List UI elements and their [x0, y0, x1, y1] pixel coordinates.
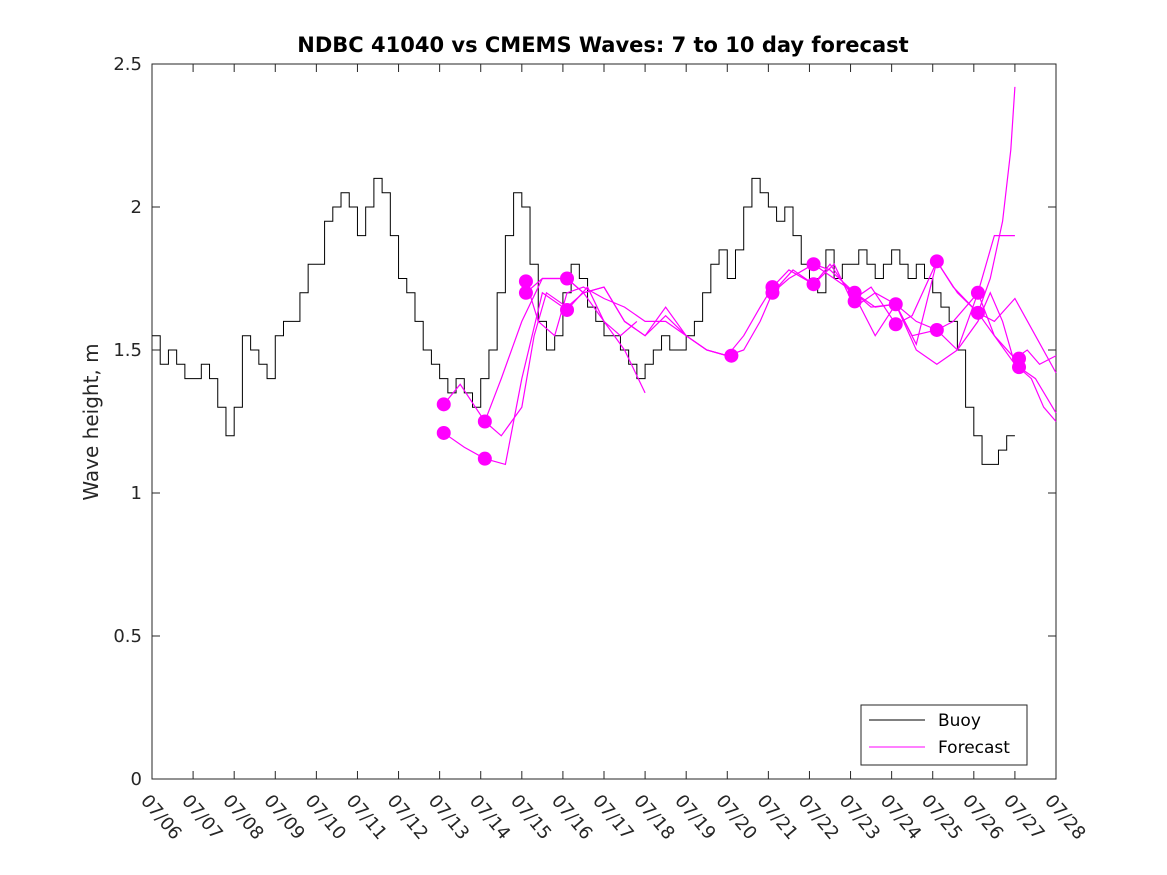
forecast-marker	[888, 297, 903, 312]
y-tick-label: 2	[131, 197, 142, 218]
forecast-marker	[970, 305, 985, 320]
chart-title: NDBC 41040 vs CMEMS Waves: 7 to 10 day f…	[297, 33, 908, 57]
forecast-marker	[477, 451, 492, 466]
x-tick-label: 07/07	[177, 791, 226, 844]
x-tick-label: 07/19	[670, 791, 719, 844]
x-tick-label: 07/13	[424, 791, 473, 844]
forecast-marker	[518, 285, 533, 300]
forecast-marker	[929, 254, 944, 269]
forecast-marker	[518, 274, 533, 289]
x-tick-label: 07/22	[794, 791, 843, 844]
x-tick-label: 07/25	[917, 791, 966, 844]
y-tick-label: 2.5	[113, 54, 142, 75]
x-tick-label: 07/09	[259, 791, 308, 844]
x-tick-label: 07/23	[835, 791, 884, 844]
legend-forecast-label: Forecast	[938, 738, 1010, 758]
x-tick-label: 07/24	[876, 791, 925, 844]
x-tick-label: 07/15	[506, 791, 555, 844]
y-axis-ticks: 0 0.5 1 1.5 2 2.5	[113, 54, 1056, 790]
forecast-marker	[929, 322, 944, 337]
plot-area	[151, 63, 1057, 780]
forecast-marker	[1012, 360, 1027, 375]
x-tick-label: 07/27	[999, 791, 1048, 844]
x-tick-label: 07/10	[301, 791, 350, 844]
x-tick-label: 07/11	[342, 791, 391, 844]
forecast-marker	[724, 348, 739, 363]
forecast-marker	[436, 397, 451, 412]
forecast-series-line-2	[443, 286, 646, 466]
x-tick-label: 07/16	[547, 791, 596, 844]
forecast-marker	[560, 302, 575, 317]
legend-box	[860, 704, 1028, 766]
forecast-marker	[436, 425, 451, 440]
x-tick-label: 07/06	[136, 791, 185, 844]
forecast-marker	[888, 317, 903, 332]
forecast-marker	[806, 257, 821, 272]
x-tick-label: 07/28	[1040, 791, 1089, 844]
x-tick-label: 07/12	[383, 791, 432, 844]
forecast-marker	[477, 414, 492, 429]
forecast-marker	[560, 271, 575, 286]
forecast-marker	[847, 294, 862, 309]
x-tick-label: 07/18	[629, 791, 678, 844]
forecast-marker	[765, 285, 780, 300]
forecast-marker	[970, 285, 985, 300]
y-tick-label: 1	[131, 483, 142, 504]
y-axis-label: Wave height, m	[79, 343, 103, 500]
x-tick-label: 07/14	[465, 791, 514, 844]
legend-buoy-label: Buoy	[938, 711, 981, 731]
legend: Buoy Forecast	[860, 704, 1028, 766]
forecast-marker-layer	[436, 254, 1027, 466]
forecast-series-line-8	[854, 86, 1016, 346]
x-tick-label: 07/21	[753, 791, 802, 844]
x-tick-label: 07/20	[711, 791, 760, 844]
y-tick-label: 1.5	[113, 340, 142, 361]
y-tick-label: 0.5	[113, 626, 142, 647]
x-tick-label: 07/26	[958, 791, 1007, 844]
x-tick-label: 07/17	[588, 791, 637, 844]
x-tick-label: 07/08	[218, 791, 267, 844]
buoy-series-line	[152, 177, 1015, 465]
y-tick-label: 0	[131, 769, 142, 790]
plot-frame	[151, 63, 1057, 780]
forecast-marker	[806, 277, 821, 292]
